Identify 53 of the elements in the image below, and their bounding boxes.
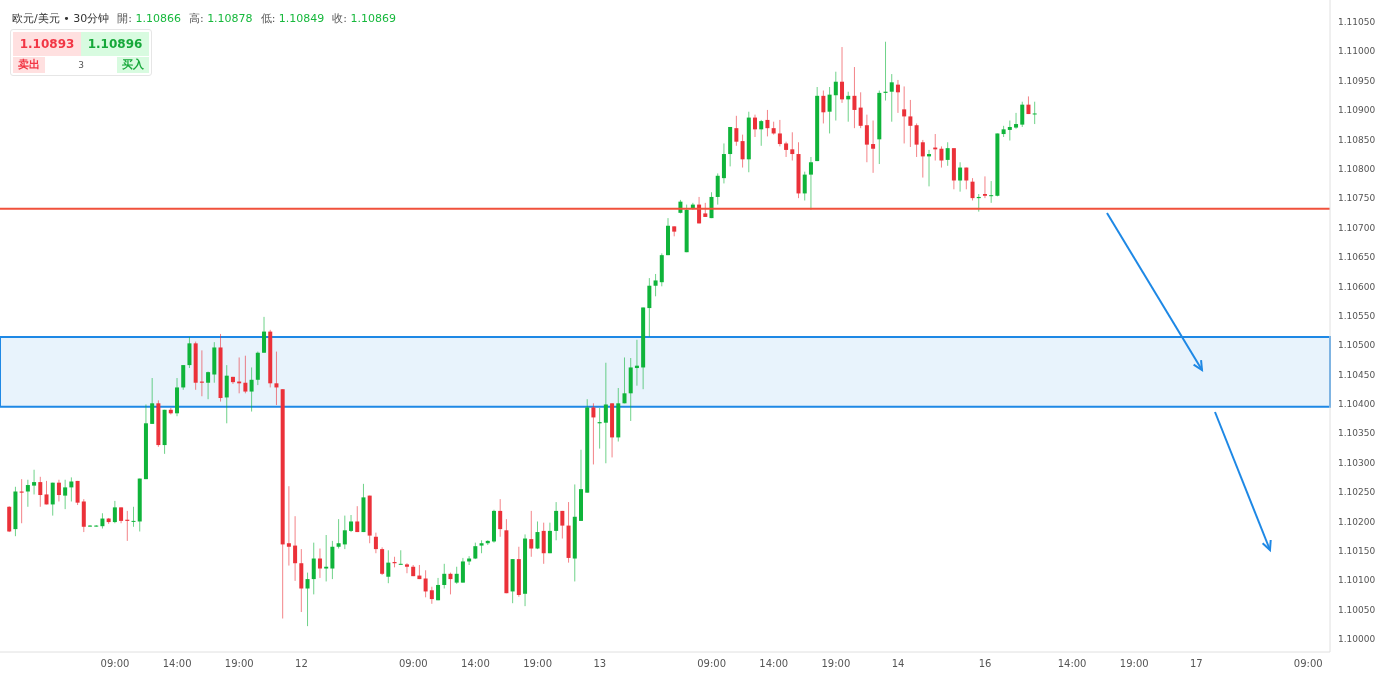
y-tick-label: 1.10000 <box>1338 634 1376 645</box>
candlestick <box>784 141 789 158</box>
candlestick <box>404 562 409 574</box>
y-tick-label: 1.10100 <box>1338 575 1376 586</box>
x-tick-label: 12 <box>295 658 308 670</box>
y-tick-label: 1.10700 <box>1338 222 1376 233</box>
annotation: 開: 1.10866 <box>117 12 181 25</box>
x-tick-label: 09:00 <box>697 658 727 670</box>
x-tick-label: 19:00 <box>821 658 851 670</box>
y-tick-label: 1.10900 <box>1338 105 1376 116</box>
x-tick-label: 14 <box>891 658 905 670</box>
annotation: 高: 1.10878 <box>188 12 253 25</box>
y-tick-label: 1.10950 <box>1338 75 1376 86</box>
annotation: 买入 <box>117 57 149 73</box>
y-tick-label: 1.10650 <box>1338 252 1376 263</box>
annotation: 收: 1.10869 <box>332 12 397 25</box>
y-tick-label: 1.10500 <box>1338 340 1376 351</box>
x-tick-label: 14:00 <box>759 658 789 670</box>
x-tick-label: 14:00 <box>1057 658 1087 670</box>
x-tick-label: 19:00 <box>224 658 254 670</box>
x-tick-label: 16 <box>978 658 992 670</box>
annotation: 卖出 <box>13 57 45 73</box>
x-tick-label: 09:00 <box>398 658 428 670</box>
x-tick-label: 14:00 <box>162 658 192 670</box>
x-tick-label: 19:00 <box>1119 658 1149 670</box>
y-tick-label: 1.10350 <box>1338 428 1376 439</box>
y-tick-label: 1.10850 <box>1338 134 1376 145</box>
y-tick-label: 1.10300 <box>1338 457 1376 468</box>
y-tick-label: 1.10550 <box>1338 310 1376 321</box>
y-tick-label: 1.10250 <box>1338 487 1376 498</box>
y-tick-label: 1.10800 <box>1338 163 1376 174</box>
x-tick-label: 09:00 <box>100 658 130 670</box>
x-tick-label: 09:00 <box>1293 658 1323 670</box>
annotation: 3 <box>77 59 85 72</box>
y-tick-label: 1.11000 <box>1338 46 1376 57</box>
y-tick-label: 1.10600 <box>1338 281 1376 292</box>
annotation: 1.10893 <box>13 32 81 56</box>
y-tick-label: 1.10050 <box>1338 604 1376 615</box>
y-tick-label: 1.10400 <box>1338 399 1376 410</box>
x-tick-label: 14:00 <box>461 658 490 670</box>
annotation: 1.10896 <box>81 32 149 56</box>
y-tick-label: 1.10750 <box>1338 193 1376 204</box>
x-tick-label: 13 <box>593 658 607 670</box>
y-tick-label: 1.10200 <box>1338 516 1376 527</box>
candlestick <box>398 549 403 565</box>
x-tick-label: 17 <box>1190 658 1203 670</box>
y-tick-label: 1.11050 <box>1338 16 1376 27</box>
annotation: 低: 1.10849 <box>260 12 325 25</box>
y-tick-label: 1.10150 <box>1338 546 1376 557</box>
y-tick-label: 1.10450 <box>1338 369 1376 380</box>
text: 欧元/美元 • 30分钟 <box>12 11 110 26</box>
x-tick-label: 19:00 <box>523 658 553 670</box>
candlestick <box>1014 112 1019 130</box>
